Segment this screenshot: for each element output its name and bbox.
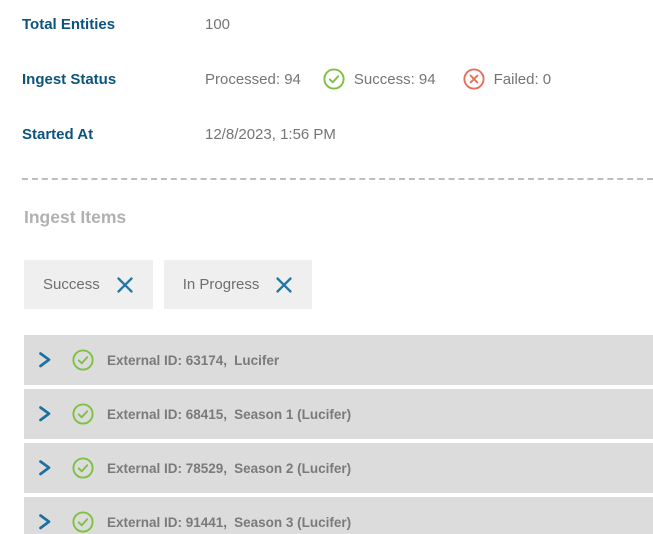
chevron-right-icon[interactable] (37, 405, 53, 423)
chevron-right-icon[interactable] (37, 351, 53, 369)
total-entities-value: 100 (205, 15, 231, 33)
ingest-item-row[interactable]: External ID: 68415, Season 1 (Lucifer) (24, 389, 653, 439)
started-at-row: Started At 12/8/2023, 1:56 PM (22, 123, 653, 145)
ingest-status-label: Ingest Status (22, 70, 117, 88)
ingest-item-row[interactable]: External ID: 78529, Season 2 (Lucifer) (24, 443, 653, 493)
close-x-icon[interactable] (275, 276, 293, 294)
ingest-status-row: Ingest Status Processed: 94 Success: 94 … (22, 68, 653, 90)
item-external-id: External ID: 78529, (107, 460, 228, 476)
chevron-right-icon[interactable] (37, 513, 53, 531)
filter-chip-label: Success (43, 276, 100, 293)
item-external-id: External ID: 68415, (107, 406, 228, 422)
item-title: Season 2 (Lucifer) (234, 460, 352, 476)
filter-chip-label: In Progress (182, 276, 260, 293)
item-label: External ID: 63174, Lucifer (107, 353, 279, 368)
failed-count: Failed: 0 (493, 70, 552, 88)
success-check-icon (72, 349, 94, 371)
filter-chip-in-progress: In Progress (163, 260, 313, 309)
ingest-item-row[interactable]: External ID: 63174, Lucifer (24, 335, 653, 385)
total-entities-label: Total Entities (22, 15, 116, 33)
started-at-label: Started At (22, 125, 94, 143)
item-title: Lucifer (234, 352, 280, 368)
item-external-id: External ID: 91441, (107, 514, 228, 530)
success-check-icon (72, 403, 94, 425)
close-x-icon[interactable] (116, 276, 134, 294)
success-check-icon (323, 68, 345, 90)
ingest-items-list: External ID: 63174, Lucifer External ID:… (24, 335, 653, 534)
total-entities-row: Total Entities 100 (22, 13, 653, 35)
item-title: Season 1 (Lucifer) (234, 406, 352, 422)
started-at-value: 12/8/2023, 1:56 PM (205, 125, 336, 143)
ingest-items-heading: Ingest Items (24, 207, 127, 227)
success-count: Success: 94 (353, 70, 436, 88)
success-check-icon (72, 511, 94, 533)
success-check-icon (72, 457, 94, 479)
chevron-right-icon[interactable] (37, 459, 53, 477)
item-title: Season 3 (Lucifer) (234, 514, 352, 530)
item-external-id: External ID: 63174, (107, 352, 228, 368)
ingest-items-section: Ingest Items Success In Progress Externa… (0, 206, 653, 534)
ingest-summary: Total Entities 100 Ingest Status Process… (0, 0, 653, 145)
section-divider (22, 178, 653, 180)
processed-count: Processed: 94 (205, 70, 301, 88)
filter-chip-success: Success (24, 260, 153, 309)
failed-x-icon (463, 68, 485, 90)
item-label: External ID: 91441, Season 3 (Lucifer) (107, 515, 351, 530)
item-label: External ID: 68415, Season 1 (Lucifer) (107, 407, 351, 422)
ingest-item-row[interactable]: External ID: 91441, Season 3 (Lucifer) (24, 497, 653, 534)
item-label: External ID: 78529, Season 2 (Lucifer) (107, 461, 351, 476)
filter-chips: Success In Progress (24, 260, 653, 309)
